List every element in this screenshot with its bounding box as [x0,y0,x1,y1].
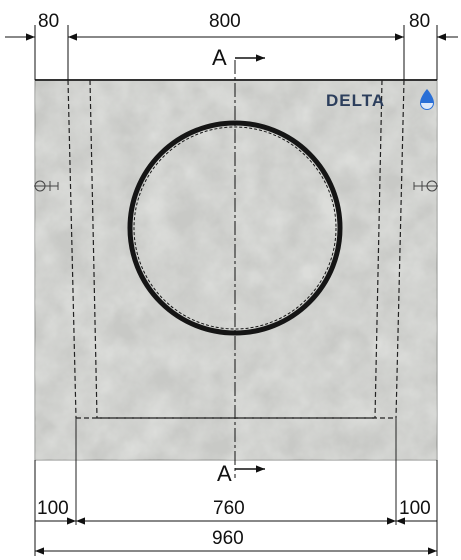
circular-opening-inner [133,126,337,330]
section-mark-top: A [212,45,265,70]
dim-bottom-right: 100 [399,498,431,519]
top-dimension [5,25,458,80]
dim-bottom-left: 100 [37,498,69,519]
concrete-texture [35,80,437,460]
dim-top-right: 80 [409,11,430,32]
bottom-edge-lines [75,418,397,525]
delta-logo: DELTA [326,89,434,110]
section-mark-bottom: A [217,461,265,486]
lifting-anchor-left-icon [34,180,59,192]
section-label-top: A [212,45,227,70]
hidden-lines [67,79,405,419]
dim-top-middle: 800 [209,11,241,32]
lifting-anchor-right-icon [413,180,438,192]
dim-bottom-middle: 760 [213,498,245,519]
section-label-bottom: A [217,461,232,486]
bottom-dimension [34,460,438,556]
dim-overall-width: 960 [212,528,244,549]
logo-text: DELTA [326,91,385,110]
dim-top-left: 80 [38,11,59,32]
